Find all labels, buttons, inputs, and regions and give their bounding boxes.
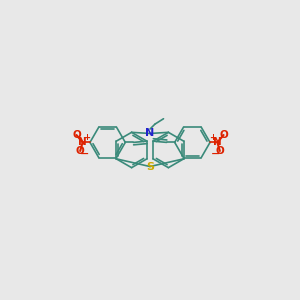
Text: O: O [215, 146, 224, 156]
Text: N: N [213, 137, 222, 147]
Text: −: − [80, 149, 89, 159]
Text: O: O [72, 130, 81, 140]
Text: N: N [146, 128, 154, 139]
Text: N: N [78, 137, 87, 147]
Text: +: + [83, 134, 91, 142]
Text: O: O [219, 130, 228, 140]
Text: O: O [76, 146, 85, 156]
Text: −: − [211, 149, 220, 159]
Text: +: + [209, 134, 217, 142]
Text: S: S [146, 161, 154, 172]
